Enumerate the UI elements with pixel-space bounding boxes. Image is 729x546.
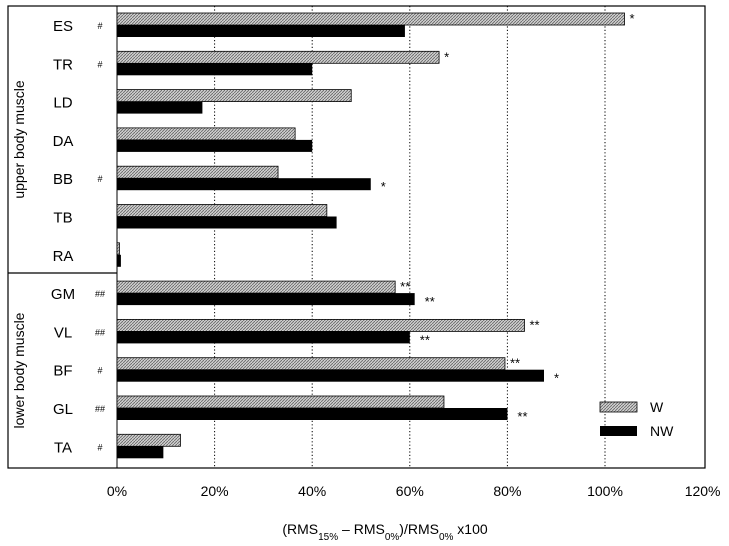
significance-mark: # — [97, 174, 102, 184]
annotation-w: ** — [510, 356, 520, 371]
annotation-w: ** — [529, 317, 539, 332]
category-label-tr: TR — [53, 56, 73, 73]
x-tick-label: 60% — [396, 483, 424, 499]
category-label-bb: BB — [53, 171, 73, 188]
category-label-tb: TB — [53, 210, 72, 227]
group-label-upper: upper body muscle — [11, 80, 27, 199]
bar-nw-ra — [117, 254, 121, 267]
annotation-w: * — [630, 11, 635, 26]
category-label-ld: LD — [53, 95, 72, 112]
bar-nw-es — [117, 25, 405, 37]
bar-w-bf — [116, 357, 506, 371]
bar-nw-gl — [117, 408, 508, 420]
bars — [116, 12, 625, 459]
significance-mark: # — [97, 59, 102, 69]
category-label-ta: TA — [54, 439, 72, 456]
plot-frame — [7, 5, 706, 469]
group-label-lower: lower body muscle — [11, 312, 27, 428]
x-tick-label: 120% — [685, 483, 721, 499]
category-label-gm: GM — [51, 286, 75, 303]
bar-w-tr — [116, 50, 440, 64]
bar-nw-bf — [117, 369, 544, 382]
x-axis-ticks: 0% 20% 40% 60% 80% 100% 120% — [107, 483, 721, 499]
category-label-es: ES — [53, 18, 73, 35]
x-tick-label: 20% — [201, 483, 229, 499]
bar-nw-bb — [117, 178, 371, 191]
bar-nw-ta — [117, 446, 164, 459]
significance-mark: ## — [95, 404, 105, 414]
legend-swatch-nw — [600, 426, 637, 436]
significance-mark: # — [97, 442, 102, 452]
x-axis-label: (RMS15% – RMS0%)/RMS0% x100 — [282, 521, 488, 543]
category-label-vl: VL — [54, 324, 72, 341]
bar-nw-gm — [117, 293, 415, 306]
legend: W NW — [599, 399, 674, 439]
category-label-gl: GL — [53, 401, 73, 418]
bar-nw-da — [117, 139, 313, 152]
legend-label-w: W — [650, 399, 664, 415]
significance-mark: # — [97, 21, 102, 31]
bar-w-da — [116, 127, 296, 141]
significance-mark: # — [97, 366, 102, 376]
x-tick-label: 100% — [587, 483, 623, 499]
bar-nw-tr — [117, 63, 313, 76]
bar-nw-tb — [117, 216, 337, 229]
bar-w-tb — [116, 204, 328, 217]
annotation-nw: * — [381, 179, 386, 194]
category-label-ra: RA — [53, 248, 74, 265]
category-label-da: DA — [53, 133, 74, 150]
x-tick-label: 80% — [493, 483, 521, 499]
annotation-nw: * — [554, 371, 559, 386]
bar-w-vl — [116, 318, 525, 332]
bar-w-es — [116, 12, 625, 26]
bar-nw-ld — [117, 101, 203, 114]
bar-w-ra — [116, 242, 120, 256]
gridlines — [116, 6, 606, 468]
legend-swatch-w — [599, 401, 638, 413]
bar-w-bb — [116, 165, 279, 179]
category-label-bf: BF — [53, 363, 72, 380]
significance-mark: ## — [95, 289, 105, 299]
legend-label-nw: NW — [650, 423, 674, 439]
category-labels: ES # * TR # * LD DA BB # * TB RA GM ## ** ** VL ## ** ** BF # *… — [11, 11, 635, 456]
bar-w-ta — [116, 433, 181, 447]
bar-w-gl — [116, 395, 445, 409]
bar-w-gm — [116, 280, 396, 294]
significance-mark: ## — [95, 327, 105, 337]
annotation-nw: ** — [517, 409, 527, 424]
bar-w-ld — [116, 89, 352, 102]
annotation-w: * — [444, 49, 449, 64]
bar-nw-vl — [117, 331, 410, 344]
x-tick-label: 0% — [107, 483, 127, 499]
annotation-w: ** — [400, 279, 410, 294]
annotation-nw: ** — [420, 332, 430, 347]
x-tick-label: 40% — [298, 483, 326, 499]
annotation-nw: ** — [425, 294, 435, 309]
